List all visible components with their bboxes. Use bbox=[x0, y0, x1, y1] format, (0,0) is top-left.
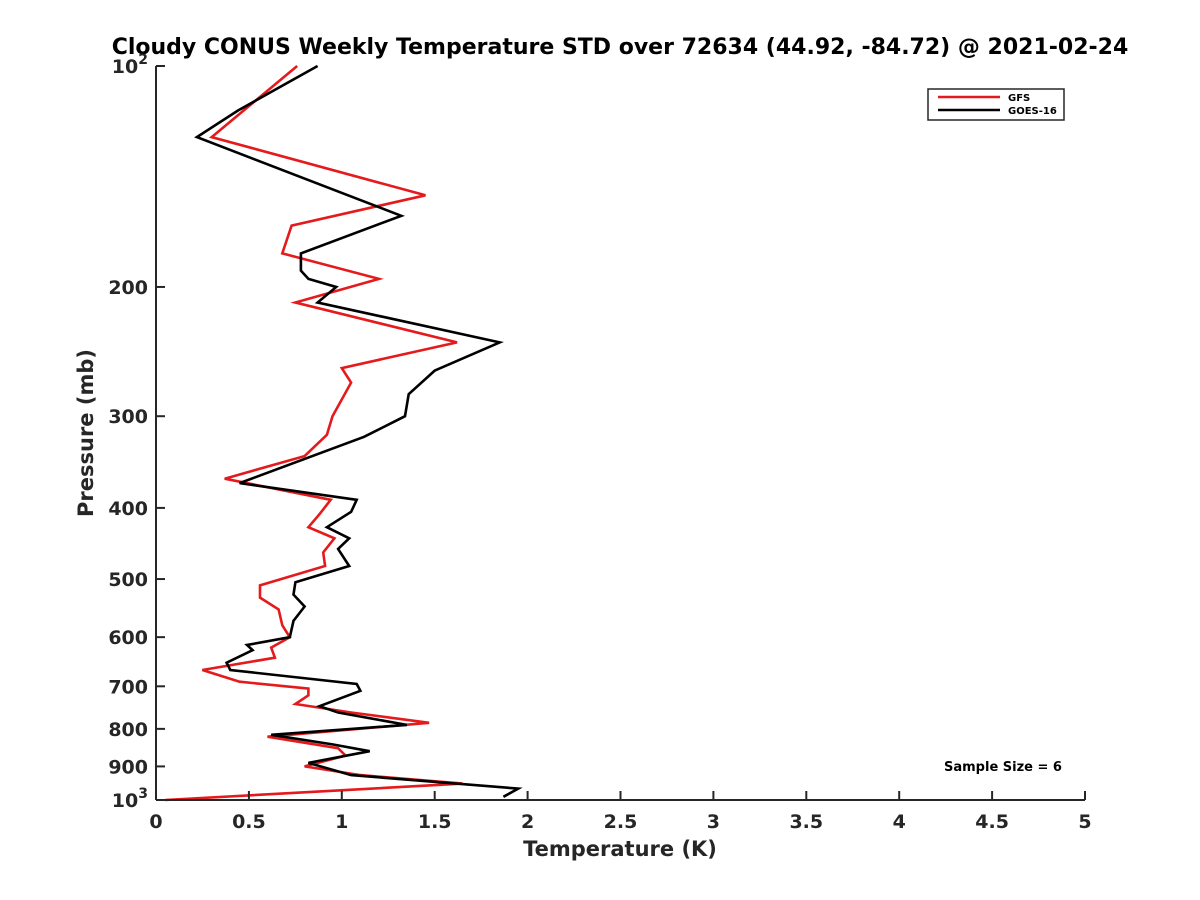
legend-label-goes16: GOES-16 bbox=[1008, 106, 1057, 117]
series-line-gfs bbox=[165, 65, 463, 802]
sample-size-annotation: Sample Size = 6 bbox=[944, 760, 1062, 775]
y-tick-label: 103 bbox=[112, 786, 148, 812]
x-tick-label: 4 bbox=[893, 811, 906, 833]
y-axis-label: Pressure (mb) bbox=[74, 349, 98, 517]
y-tick-label: 102 bbox=[112, 52, 148, 78]
legend: GFS GOES-16 bbox=[927, 88, 1065, 121]
y-ticks: 102 200 300 400 500 600 700 800 900 103 bbox=[108, 52, 165, 812]
y-tick-label: 500 bbox=[108, 569, 148, 591]
series-line-goes16 bbox=[194, 64, 523, 798]
chart-title: Cloudy CONUS Weekly Temperature STD over… bbox=[112, 35, 1129, 60]
x-tick-label: 0.5 bbox=[232, 811, 266, 833]
x-tick-label: 4.5 bbox=[975, 811, 1009, 833]
y-tick-label: 700 bbox=[108, 676, 148, 698]
x-tick-label: 0 bbox=[149, 811, 162, 833]
y-tick-label: 200 bbox=[108, 277, 148, 299]
y-tick-label: 400 bbox=[108, 498, 148, 520]
y-tick-label: 800 bbox=[108, 719, 148, 741]
legend-box bbox=[927, 88, 1065, 121]
x-tick-label: 2 bbox=[521, 811, 534, 833]
x-tick-label: 3 bbox=[707, 811, 720, 833]
x-tick-label: 1.5 bbox=[418, 811, 452, 833]
x-tick-label: 5 bbox=[1078, 811, 1091, 833]
x-axis-label: Temperature (K) bbox=[523, 837, 717, 861]
legend-label-gfs: GFS bbox=[1008, 93, 1030, 104]
x-tick-label: 1 bbox=[335, 811, 348, 833]
x-ticks: 0 0.5 1 1.5 2 2.5 3 3.5 4 4.5 5 bbox=[149, 791, 1092, 833]
y-tick-label: 900 bbox=[108, 756, 148, 778]
y-tick-label: 600 bbox=[108, 627, 148, 649]
series-layer bbox=[165, 64, 523, 802]
x-tick-label: 2.5 bbox=[604, 811, 638, 833]
x-tick-label: 3.5 bbox=[789, 811, 823, 833]
y-tick-label: 300 bbox=[108, 406, 148, 428]
